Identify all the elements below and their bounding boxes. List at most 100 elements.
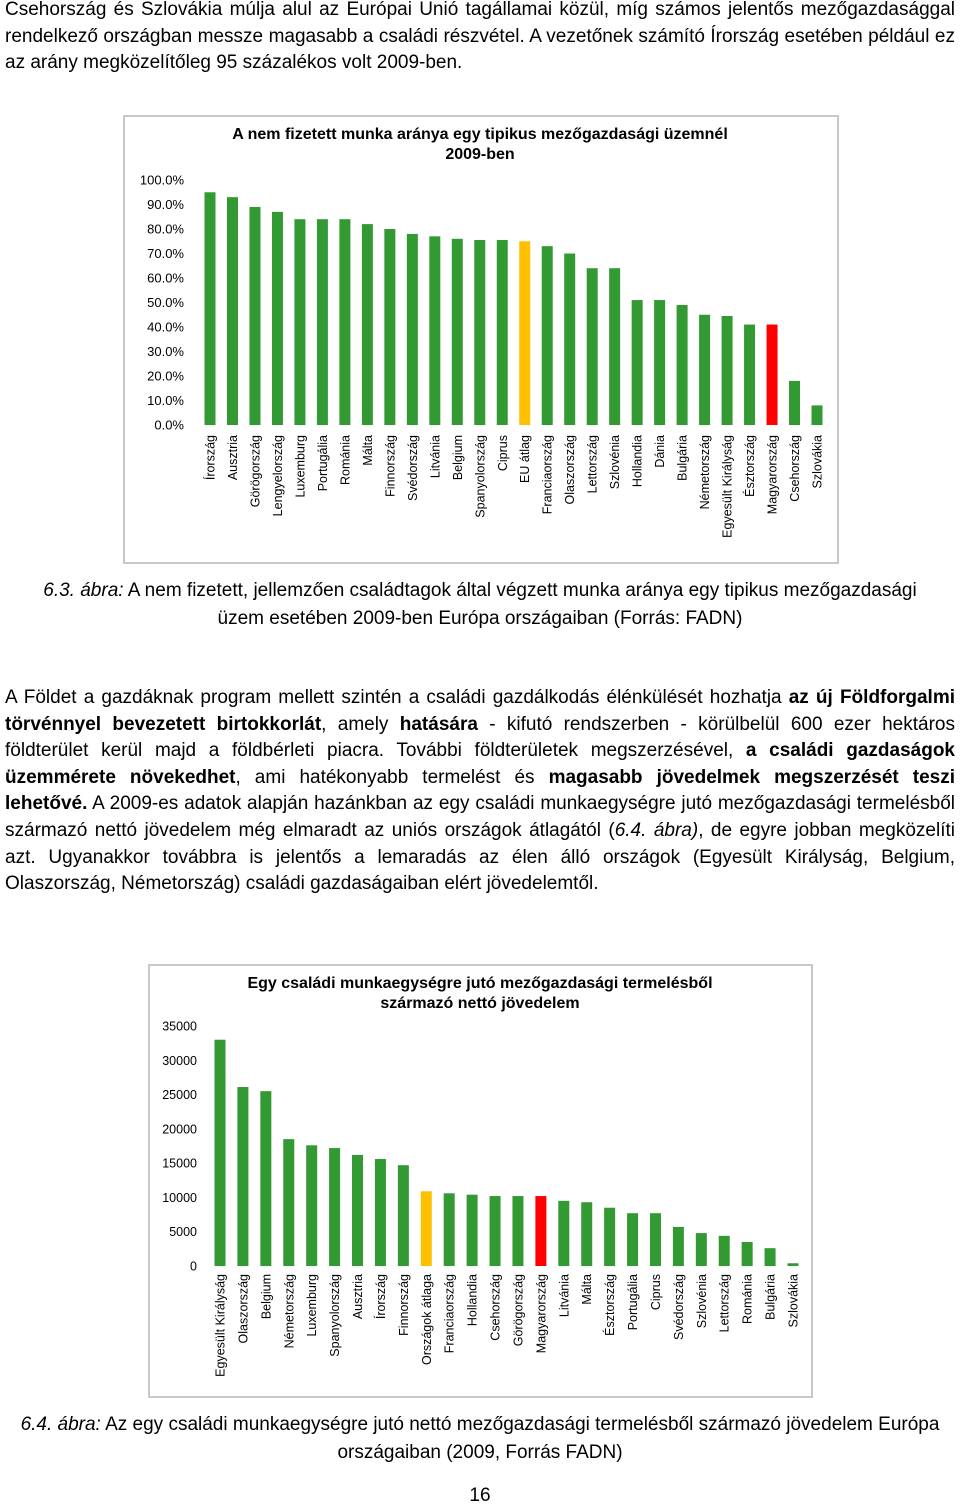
bar [604, 1207, 616, 1266]
caption-label: 6.4. ábra: [20, 1414, 101, 1435]
x-tick-label: Ausztria [226, 435, 240, 480]
x-tick-label: Hollandia [466, 1274, 480, 1326]
bar [361, 224, 373, 425]
caption-text: A nem fizetett, jellemzően családtagok á… [127, 580, 917, 629]
x-tick-label: Lettország [718, 1274, 732, 1332]
x-tick-label: Észtország [742, 435, 757, 497]
x-tick-label: Írország [203, 435, 218, 480]
x-tick-label: Románia [741, 1274, 755, 1324]
y-tick-label: 60.0% [147, 271, 184, 286]
bar [306, 1145, 318, 1266]
y-tick-label: 10000 [162, 1191, 197, 1205]
bar [260, 1091, 272, 1266]
bar [672, 1226, 684, 1266]
y-tick-label: 20000 [162, 1122, 197, 1136]
x-tick-label: Málta [361, 435, 375, 466]
x-tick-label: Lettország [586, 435, 600, 493]
bar [329, 1148, 341, 1266]
bar [649, 1213, 661, 1266]
bar [429, 236, 441, 425]
bar [496, 240, 508, 425]
bar [586, 268, 598, 425]
bar [766, 324, 778, 425]
bar [214, 1039, 226, 1266]
x-tick-label: Hollandia [631, 435, 645, 487]
bar [718, 1235, 730, 1266]
bar [451, 238, 463, 425]
y-tick-label: 100.0% [140, 173, 185, 188]
bar [541, 246, 553, 425]
chart: Egy családi munkaegységre jutó mezőgazda… [148, 964, 813, 1398]
y-tick-label: 40.0% [147, 320, 184, 335]
bar [787, 1263, 799, 1266]
x-tick-label: Olaszország [236, 1274, 250, 1344]
bar [699, 314, 711, 425]
x-tick-label: Luxemburg [305, 1274, 319, 1337]
bar [237, 1087, 249, 1266]
x-tick-label: Írország [373, 1274, 388, 1319]
bar [339, 219, 351, 425]
x-tick-label: Portugália [626, 1274, 640, 1330]
x-tick-label: Luxemburg [293, 435, 307, 498]
x-tick-label: Szlovénia [695, 1274, 709, 1328]
y-tick-label: 90.0% [147, 197, 184, 212]
text-run: , amely [321, 713, 400, 735]
y-tick-label: 15000 [162, 1157, 197, 1171]
x-tick-label: Bulgária [764, 1274, 778, 1320]
bar [654, 300, 666, 425]
text-run: a családi gazdaságok üzemmérete növekedh… [5, 740, 955, 788]
bar [519, 241, 531, 425]
figure-caption: 6.4. ábra: Az egy családi munkaegységre … [20, 1411, 940, 1467]
x-tick-label: Svédország [672, 1274, 686, 1340]
x-tick-label: Bulgária [676, 435, 690, 481]
bar [384, 229, 396, 425]
bar [249, 206, 261, 425]
x-tick-label: Belgium [259, 1274, 273, 1319]
x-tick-label: Szlovénia [608, 435, 622, 489]
chart-title: A nem fizetett munka aránya egy tipikus … [232, 126, 728, 163]
x-tick-label: Csehország [788, 435, 802, 502]
chart-plot: 0 5000 10000 15000 20000 25000 30000 35000 Egyes… [162, 1020, 800, 1377]
bar [558, 1200, 570, 1266]
bar [741, 1242, 753, 1266]
x-tick-label: Finnország [397, 1274, 411, 1336]
x-tick-label: Litvánia [428, 435, 442, 478]
text-run: , ami hatékonyabb termelést és [235, 766, 549, 788]
text-run: A 2009-es adatok alapján hazánkban az eg… [5, 793, 955, 841]
chart-plot: 0.0% 10.0% 20.0% 30.0% 40.0% 50.0% 60.0% 70.0% 8… [140, 173, 825, 538]
bar [283, 1139, 295, 1266]
bar [352, 1154, 364, 1266]
x-tick-label: Olaszország [563, 435, 577, 505]
x-tick-label: EU átlag [518, 435, 532, 483]
x-tick-label: Észtország [602, 1274, 617, 1336]
x-tick-label: Ciprus [649, 1274, 663, 1310]
x-tick-label: Finnország [383, 435, 397, 497]
x-tick-label: Egyesült Királyság [214, 1274, 228, 1377]
bar [676, 304, 688, 425]
y-tick-label: 50.0% [147, 295, 184, 310]
x-tick-label: Litvánia [557, 1274, 571, 1317]
text-run: , de egyre jobban megközelíti azt. Ugyan… [5, 819, 955, 895]
x-tick-label: Franciaország [541, 435, 555, 514]
x-tick-label: Ciprus [496, 435, 510, 471]
x-tick-label: Málta [580, 1274, 594, 1305]
chart-title: Egy családi munkaegységre jutó mezőgazda… [247, 975, 713, 1012]
chart: A nem fizetett munka aránya egy tipikus … [123, 115, 839, 564]
bar [489, 1196, 501, 1266]
bar [397, 1165, 409, 1266]
x-tick-label: Egyesült Királyság [721, 435, 735, 538]
y-tick-label: 5000 [169, 1225, 197, 1239]
bar [564, 253, 576, 425]
x-tick-label: Görögország [248, 435, 262, 507]
x-tick-label: Belgium [451, 435, 465, 480]
y-tick-label: 30.0% [147, 344, 184, 359]
bar [271, 211, 283, 425]
bar [721, 315, 733, 425]
bar [294, 219, 306, 425]
x-tick-label: Magyarország [534, 1274, 548, 1353]
figure-caption: 6.3. ábra: A nem fizetett, jellemzően cs… [20, 577, 940, 633]
text-run: 6.4. ábra) [614, 819, 699, 841]
x-tick-label: Franciaország [443, 1274, 457, 1353]
page-number: 16 [469, 1485, 491, 1506]
bar [512, 1196, 524, 1266]
